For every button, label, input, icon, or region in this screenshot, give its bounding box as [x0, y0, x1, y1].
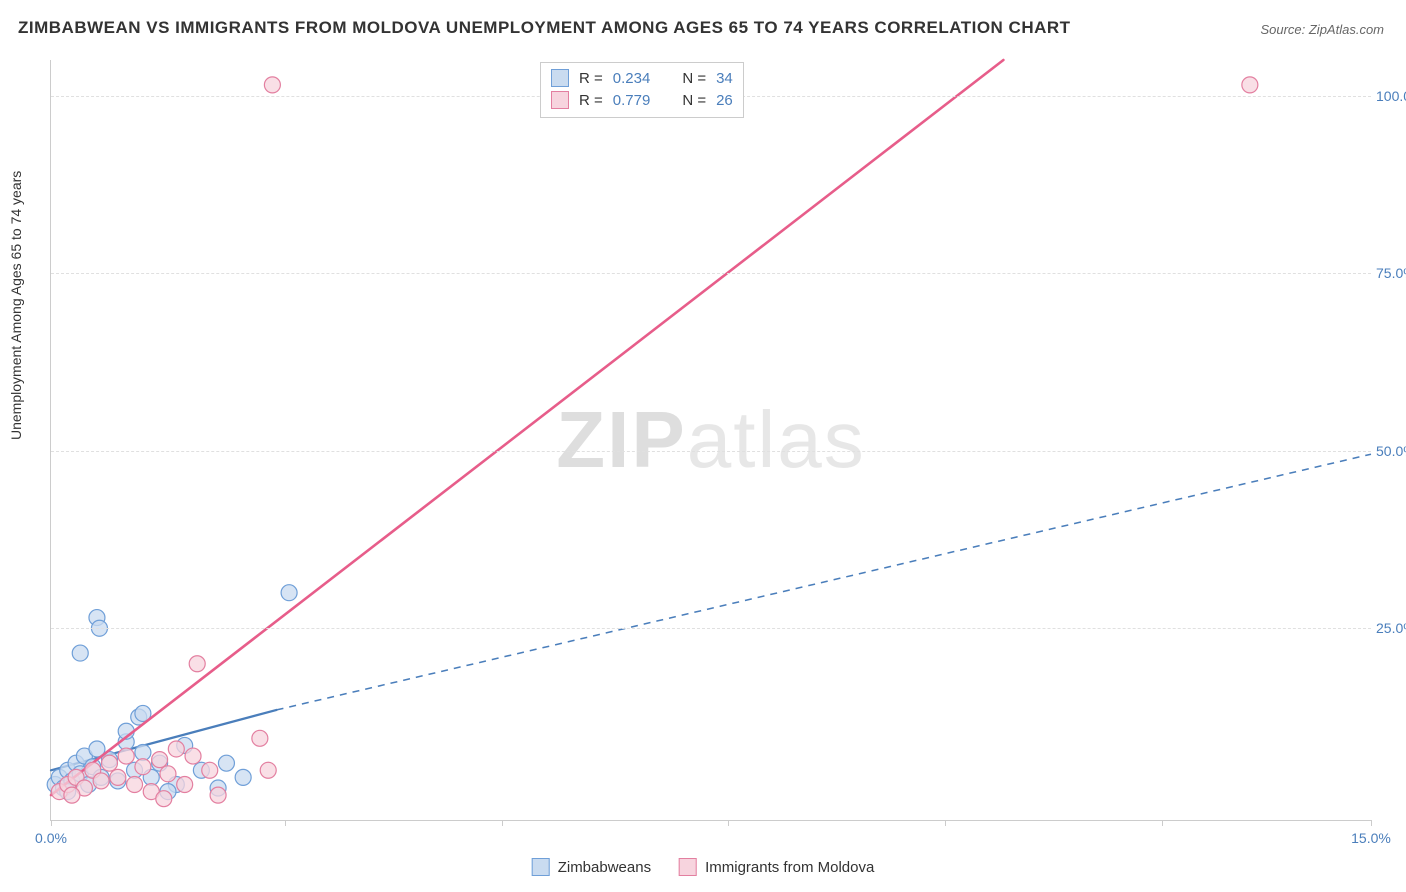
data-point: [110, 769, 126, 785]
x-tick: [51, 820, 52, 826]
data-point: [264, 77, 280, 93]
stat-r-value: 0.779: [613, 92, 651, 109]
data-point: [118, 748, 134, 764]
data-point: [156, 791, 172, 807]
data-point: [235, 769, 251, 785]
data-point: [177, 776, 193, 792]
data-point: [160, 766, 176, 782]
x-tick: [1162, 820, 1163, 826]
trend-line-dashed: [277, 454, 1371, 710]
stats-legend: R = 0.234 N = 34 R = 0.779 N = 26: [540, 62, 744, 118]
stats-row: R = 0.779 N = 26: [551, 89, 733, 111]
data-point: [135, 745, 151, 761]
data-point: [127, 776, 143, 792]
data-point: [72, 645, 88, 661]
stat-n-label: N =: [682, 70, 706, 87]
series-swatch: [551, 69, 569, 87]
x-tick-label: 0.0%: [35, 830, 67, 846]
stat-r-label: R =: [579, 92, 603, 109]
data-point: [152, 752, 168, 768]
data-point: [93, 773, 109, 789]
data-point: [135, 759, 151, 775]
data-point: [64, 787, 80, 803]
gridline: [51, 273, 1371, 274]
data-point: [1242, 77, 1258, 93]
data-point: [281, 585, 297, 601]
gridline: [51, 628, 1371, 629]
y-tick-label: 25.0%: [1376, 620, 1406, 636]
y-tick-label: 100.0%: [1376, 88, 1406, 104]
series-legend: Zimbabweans Immigrants from Moldova: [532, 858, 875, 876]
y-axis-label: Unemployment Among Ages 65 to 74 years: [8, 171, 24, 440]
data-point: [210, 787, 226, 803]
trend-line: [51, 60, 1003, 795]
x-tick: [285, 820, 286, 826]
stat-n-value: 26: [716, 92, 733, 109]
y-tick-label: 75.0%: [1376, 265, 1406, 281]
chart-svg: [51, 60, 1371, 820]
stat-r-value: 0.234: [613, 70, 651, 87]
plot-area: ZIPatlas 25.0%50.0%75.0%100.0%0.0%15.0%: [50, 60, 1371, 821]
legend-label: Zimbabweans: [558, 859, 651, 876]
x-tick-label: 15.0%: [1351, 830, 1391, 846]
x-tick: [728, 820, 729, 826]
stat-r-label: R =: [579, 70, 603, 87]
legend-item: Zimbabweans: [532, 858, 651, 876]
x-tick: [945, 820, 946, 826]
data-point: [252, 730, 268, 746]
stat-n-label: N =: [682, 92, 706, 109]
chart-title: ZIMBABWEAN VS IMMIGRANTS FROM MOLDOVA UN…: [18, 18, 1071, 38]
gridline: [51, 451, 1371, 452]
source-label: Source: ZipAtlas.com: [1260, 22, 1384, 37]
stats-row: R = 0.234 N = 34: [551, 67, 733, 89]
data-point: [101, 755, 117, 771]
data-point: [202, 762, 218, 778]
series-swatch: [551, 91, 569, 109]
data-point: [185, 748, 201, 764]
y-tick-label: 50.0%: [1376, 443, 1406, 459]
data-point: [260, 762, 276, 778]
legend-item: Immigrants from Moldova: [679, 858, 874, 876]
x-tick: [1371, 820, 1372, 826]
legend-label: Immigrants from Moldova: [705, 859, 874, 876]
data-point: [218, 755, 234, 771]
stat-n-value: 34: [716, 70, 733, 87]
data-point: [168, 741, 184, 757]
series-swatch: [679, 858, 697, 876]
x-tick: [502, 820, 503, 826]
series-swatch: [532, 858, 550, 876]
data-point: [189, 656, 205, 672]
